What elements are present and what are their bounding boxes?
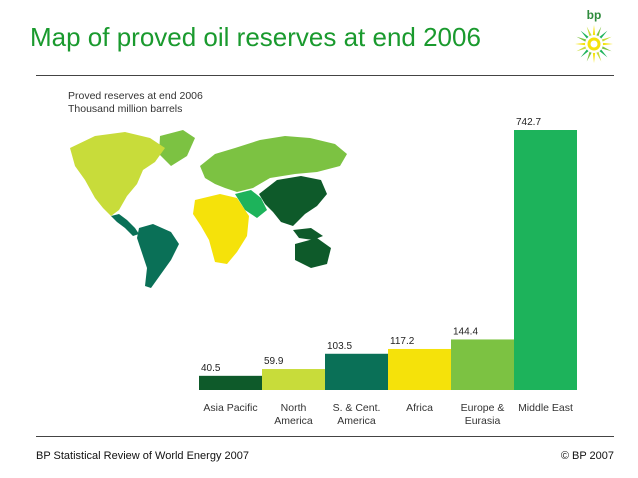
central-america-shape <box>111 214 139 236</box>
category-label-europe-eurasia: Europe & <box>461 402 505 414</box>
bp-logo-text: bp <box>586 8 602 22</box>
category-label-asia-pacific: Asia Pacific <box>203 402 257 414</box>
category-label-s-cent-america: S. & Cent. <box>333 402 381 414</box>
australia-shape <box>295 238 331 268</box>
value-label-africa: 117.2 <box>390 336 415 347</box>
value-label-north-america: 59.9 <box>264 356 284 367</box>
africa-shape <box>193 194 249 264</box>
footer-divider <box>36 436 614 437</box>
value-label-asia-pacific: 40.5 <box>201 363 221 374</box>
bar-europe-eurasia <box>451 339 514 390</box>
category-label-africa: Africa <box>406 402 433 414</box>
category-label-north-america-line-2: America <box>274 415 313 427</box>
world-map-by-region <box>70 130 347 288</box>
bar-s-cent-america <box>325 353 388 390</box>
category-label-s-cent-america-line-2: America <box>337 415 376 427</box>
slide-title: Map of proved oil reserves at end 2006 <box>30 22 481 52</box>
middle-east-shape <box>235 190 267 218</box>
greenland-shape <box>159 130 195 166</box>
north-america-shape <box>70 132 165 216</box>
bar-asia-pacific <box>199 375 262 390</box>
helios-sunburst-icon <box>575 25 613 63</box>
category-label-north-america: North <box>281 402 307 414</box>
value-label-europe-eurasia: 144.4 <box>453 326 478 337</box>
footer-copyright: © BP 2007 <box>560 450 614 462</box>
asia-pacific-shape <box>259 176 327 226</box>
value-label-s-cent-america: 103.5 <box>327 341 352 352</box>
category-label-europe-eurasia-line-2: Eurasia <box>465 415 501 427</box>
bp-logo: bp <box>572 8 616 70</box>
asia-pacific-islands-shape <box>293 228 323 240</box>
value-label-middle-east: 742.7 <box>516 117 541 128</box>
south-america-shape <box>137 224 179 288</box>
chart-subtitle-line-1: Proved reserves at end 2006 <box>68 90 203 102</box>
bar-north-america <box>262 369 325 390</box>
bar-africa <box>388 348 451 390</box>
bar-middle-east <box>514 130 577 390</box>
europe-eurasia-shape <box>200 136 347 192</box>
title-divider <box>36 75 614 76</box>
footer-source: BP Statistical Review of World Energy 20… <box>36 450 249 462</box>
category-label-middle-east: Middle East <box>518 402 573 414</box>
chart-subtitle-line-2: Thousand million barrels <box>68 103 183 115</box>
